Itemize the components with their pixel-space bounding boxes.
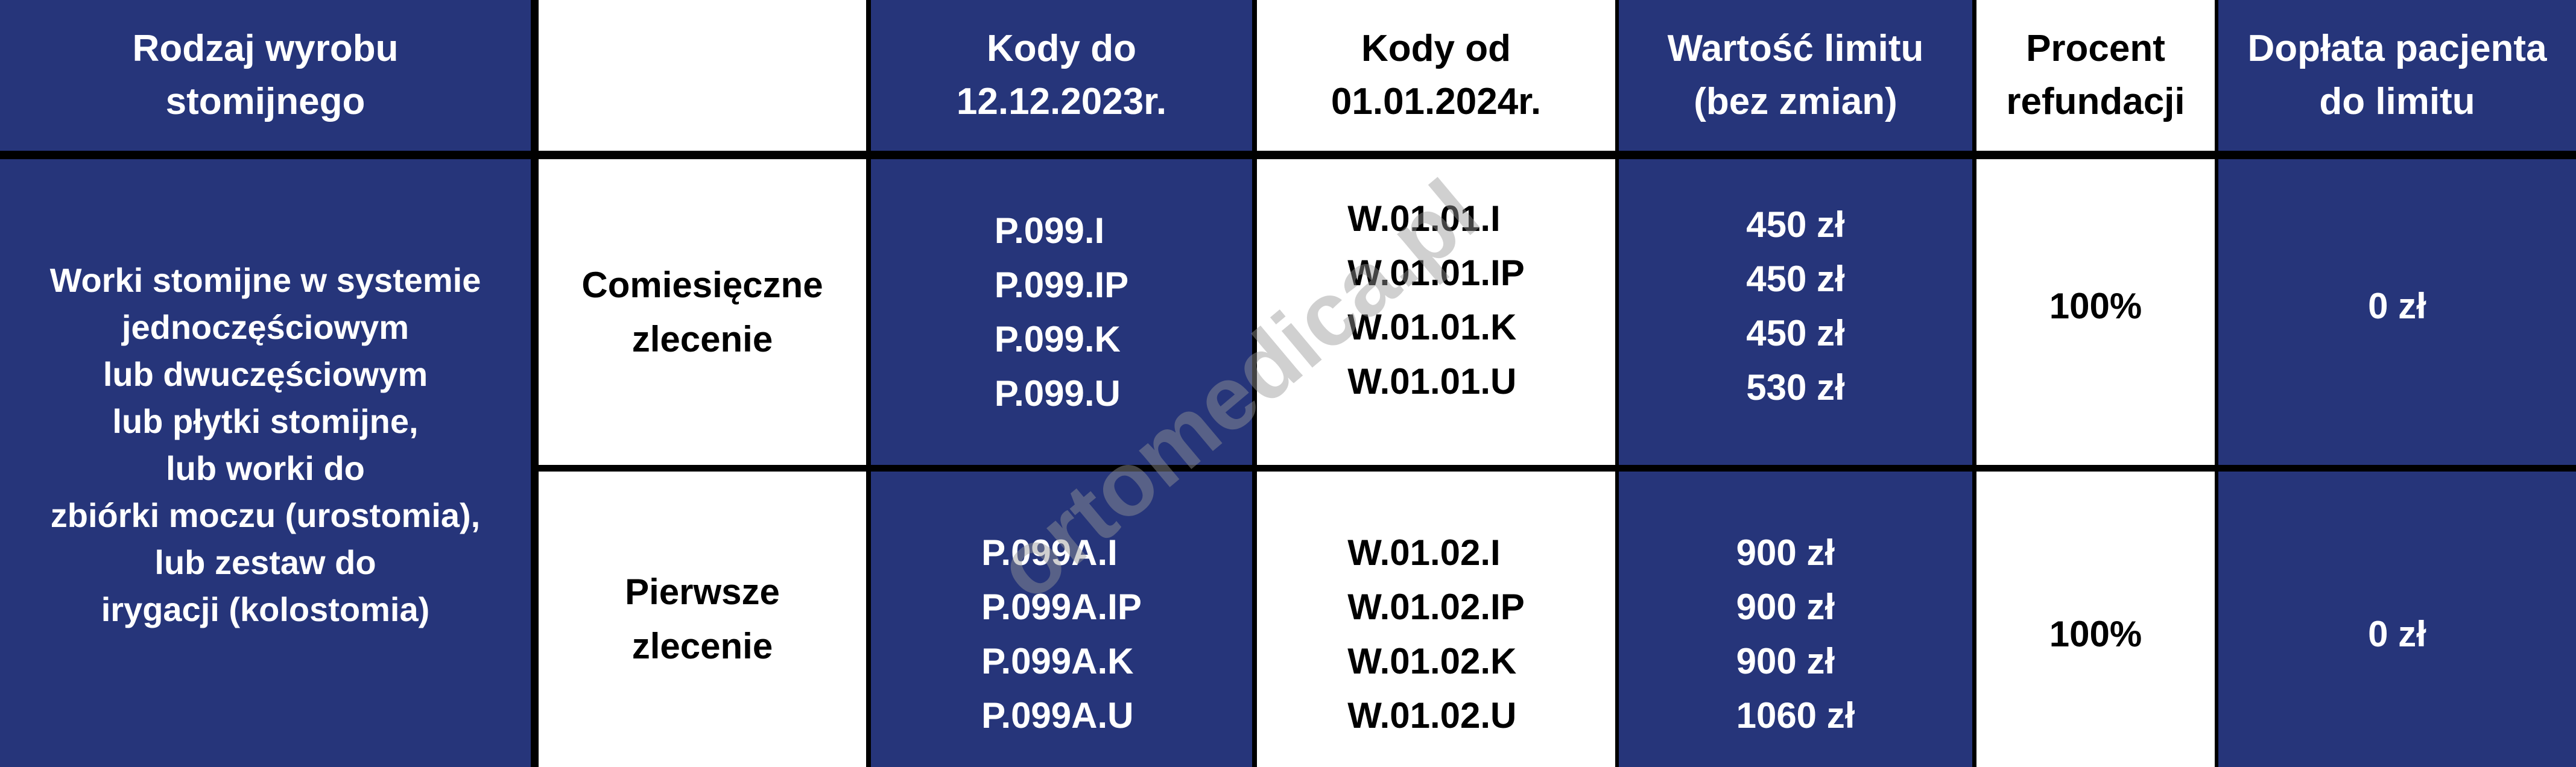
code: W.01.02.K <box>1347 641 1517 681</box>
limit-value: 900 zł <box>1736 532 1835 573</box>
code: P.099A.I <box>981 532 1118 573</box>
code: P.099A.U <box>981 695 1134 736</box>
header-text: Kody od <box>1361 28 1511 69</box>
header-text: Procent <box>2026 28 2165 69</box>
row2-codes-old: P.099A.I P.099A.IP P.099A.K P.099A.U <box>871 472 1252 767</box>
product-line: irygacji (kolostomia) <box>101 590 430 628</box>
product-line: lub worki do <box>166 449 365 487</box>
refund-value: 100% <box>2049 614 2142 654</box>
header-codes-new: Kody od 01.01.2024r. <box>1257 0 1615 151</box>
order-text: zlecenie <box>631 626 773 666</box>
product-line: lub zestaw do <box>154 543 376 581</box>
header-text: refundacji <box>2006 81 2185 122</box>
code: W.01.01.K <box>1347 306 1517 347</box>
refund-value: 100% <box>2049 285 2142 326</box>
product-line: lub dwuczęściowym <box>103 355 428 393</box>
limit-value: 450 zł <box>1746 204 1845 245</box>
limit-value: 1060 zł <box>1736 695 1855 736</box>
header-product-type: Rodzaj wyrobu stomijnego <box>0 0 531 151</box>
row1-order-type: Comiesięczne zlecenie <box>539 159 866 465</box>
product-line: zbiórki moczu (urostomia), <box>50 496 481 534</box>
header-text: 01.01.2024r. <box>1331 81 1542 122</box>
header-text: 12.12.2023r. <box>956 81 1167 122</box>
row1-codes-new: W.01.01.I W.01.01.IP W.01.01.K W.01.01.U <box>1257 159 1615 465</box>
row2-order-type: Pierwsze zlecenie <box>539 472 866 767</box>
header-text: Kody do <box>987 28 1136 69</box>
code: W.01.01.I <box>1347 198 1501 239</box>
code: W.01.02.U <box>1347 695 1517 736</box>
code: P.099A.IP <box>981 587 1142 627</box>
code: P.099.I <box>994 210 1105 251</box>
code: W.01.01.U <box>1347 361 1517 402</box>
limit-value: 530 zł <box>1746 367 1845 408</box>
header-refund: Procent refundacji <box>1976 0 2215 151</box>
code: P.099.U <box>994 373 1121 414</box>
copay-value: 0 zł <box>2368 614 2426 654</box>
header-limit: Wartość limitu (bez zmian) <box>1619 0 1972 151</box>
limit-value: 900 zł <box>1736 641 1835 681</box>
copay-value: 0 zł <box>2368 285 2426 326</box>
header-blank <box>539 0 866 151</box>
code: W.01.02.I <box>1347 532 1501 573</box>
row2-codes-new: W.01.02.I W.01.02.IP W.01.02.K W.01.02.U <box>1257 472 1615 767</box>
row2-refund: 100% <box>1976 472 2215 767</box>
row1-limits: 450 zł 450 zł 450 zł 530 zł <box>1619 159 1972 465</box>
code: P.099.IP <box>994 264 1129 305</box>
header-text: stomijnego <box>165 81 366 122</box>
code: W.01.02.IP <box>1347 587 1525 627</box>
product-line: lub płytki stomijne, <box>112 402 419 440</box>
order-text: Pierwsze <box>625 572 780 612</box>
order-text: zlecenie <box>631 318 773 359</box>
header-text: do limitu <box>2319 81 2475 122</box>
header-text: (bez zmian) <box>1694 81 1897 122</box>
header-text: Dopłata pacjenta <box>2247 28 2547 69</box>
row1-copay: 0 zł <box>2218 159 2576 465</box>
code: P.099.K <box>994 318 1121 359</box>
order-text: Comiesięczne <box>581 264 823 305</box>
code: W.01.01.IP <box>1347 252 1525 293</box>
code: P.099A.K <box>981 641 1134 681</box>
limit-value: 450 zł <box>1746 312 1845 353</box>
header-text: Rodzaj wyrobu <box>132 28 399 69</box>
product-line: Worki stomijne w systemie <box>49 261 481 299</box>
header-codes-old: Kody do 12.12.2023r. <box>871 0 1252 151</box>
product-line: jednoczęściowym <box>121 308 410 346</box>
product-description: Worki stomijne w systemie jednoczęściowy… <box>0 159 531 767</box>
row1-refund: 100% <box>1976 159 2215 465</box>
row1-codes-old: P.099.I P.099.IP P.099.K P.099.U <box>871 159 1252 465</box>
limit-value: 450 zł <box>1746 258 1845 299</box>
limit-value: 900 zł <box>1736 587 1835 627</box>
header-text: Wartość limitu <box>1667 28 1924 69</box>
row2-limits: 900 zł 900 zł 900 zł 1060 zł <box>1619 472 1972 767</box>
row2-copay: 0 zł <box>2218 472 2576 767</box>
header-copay: Dopłata pacjenta do limitu <box>2218 0 2576 151</box>
